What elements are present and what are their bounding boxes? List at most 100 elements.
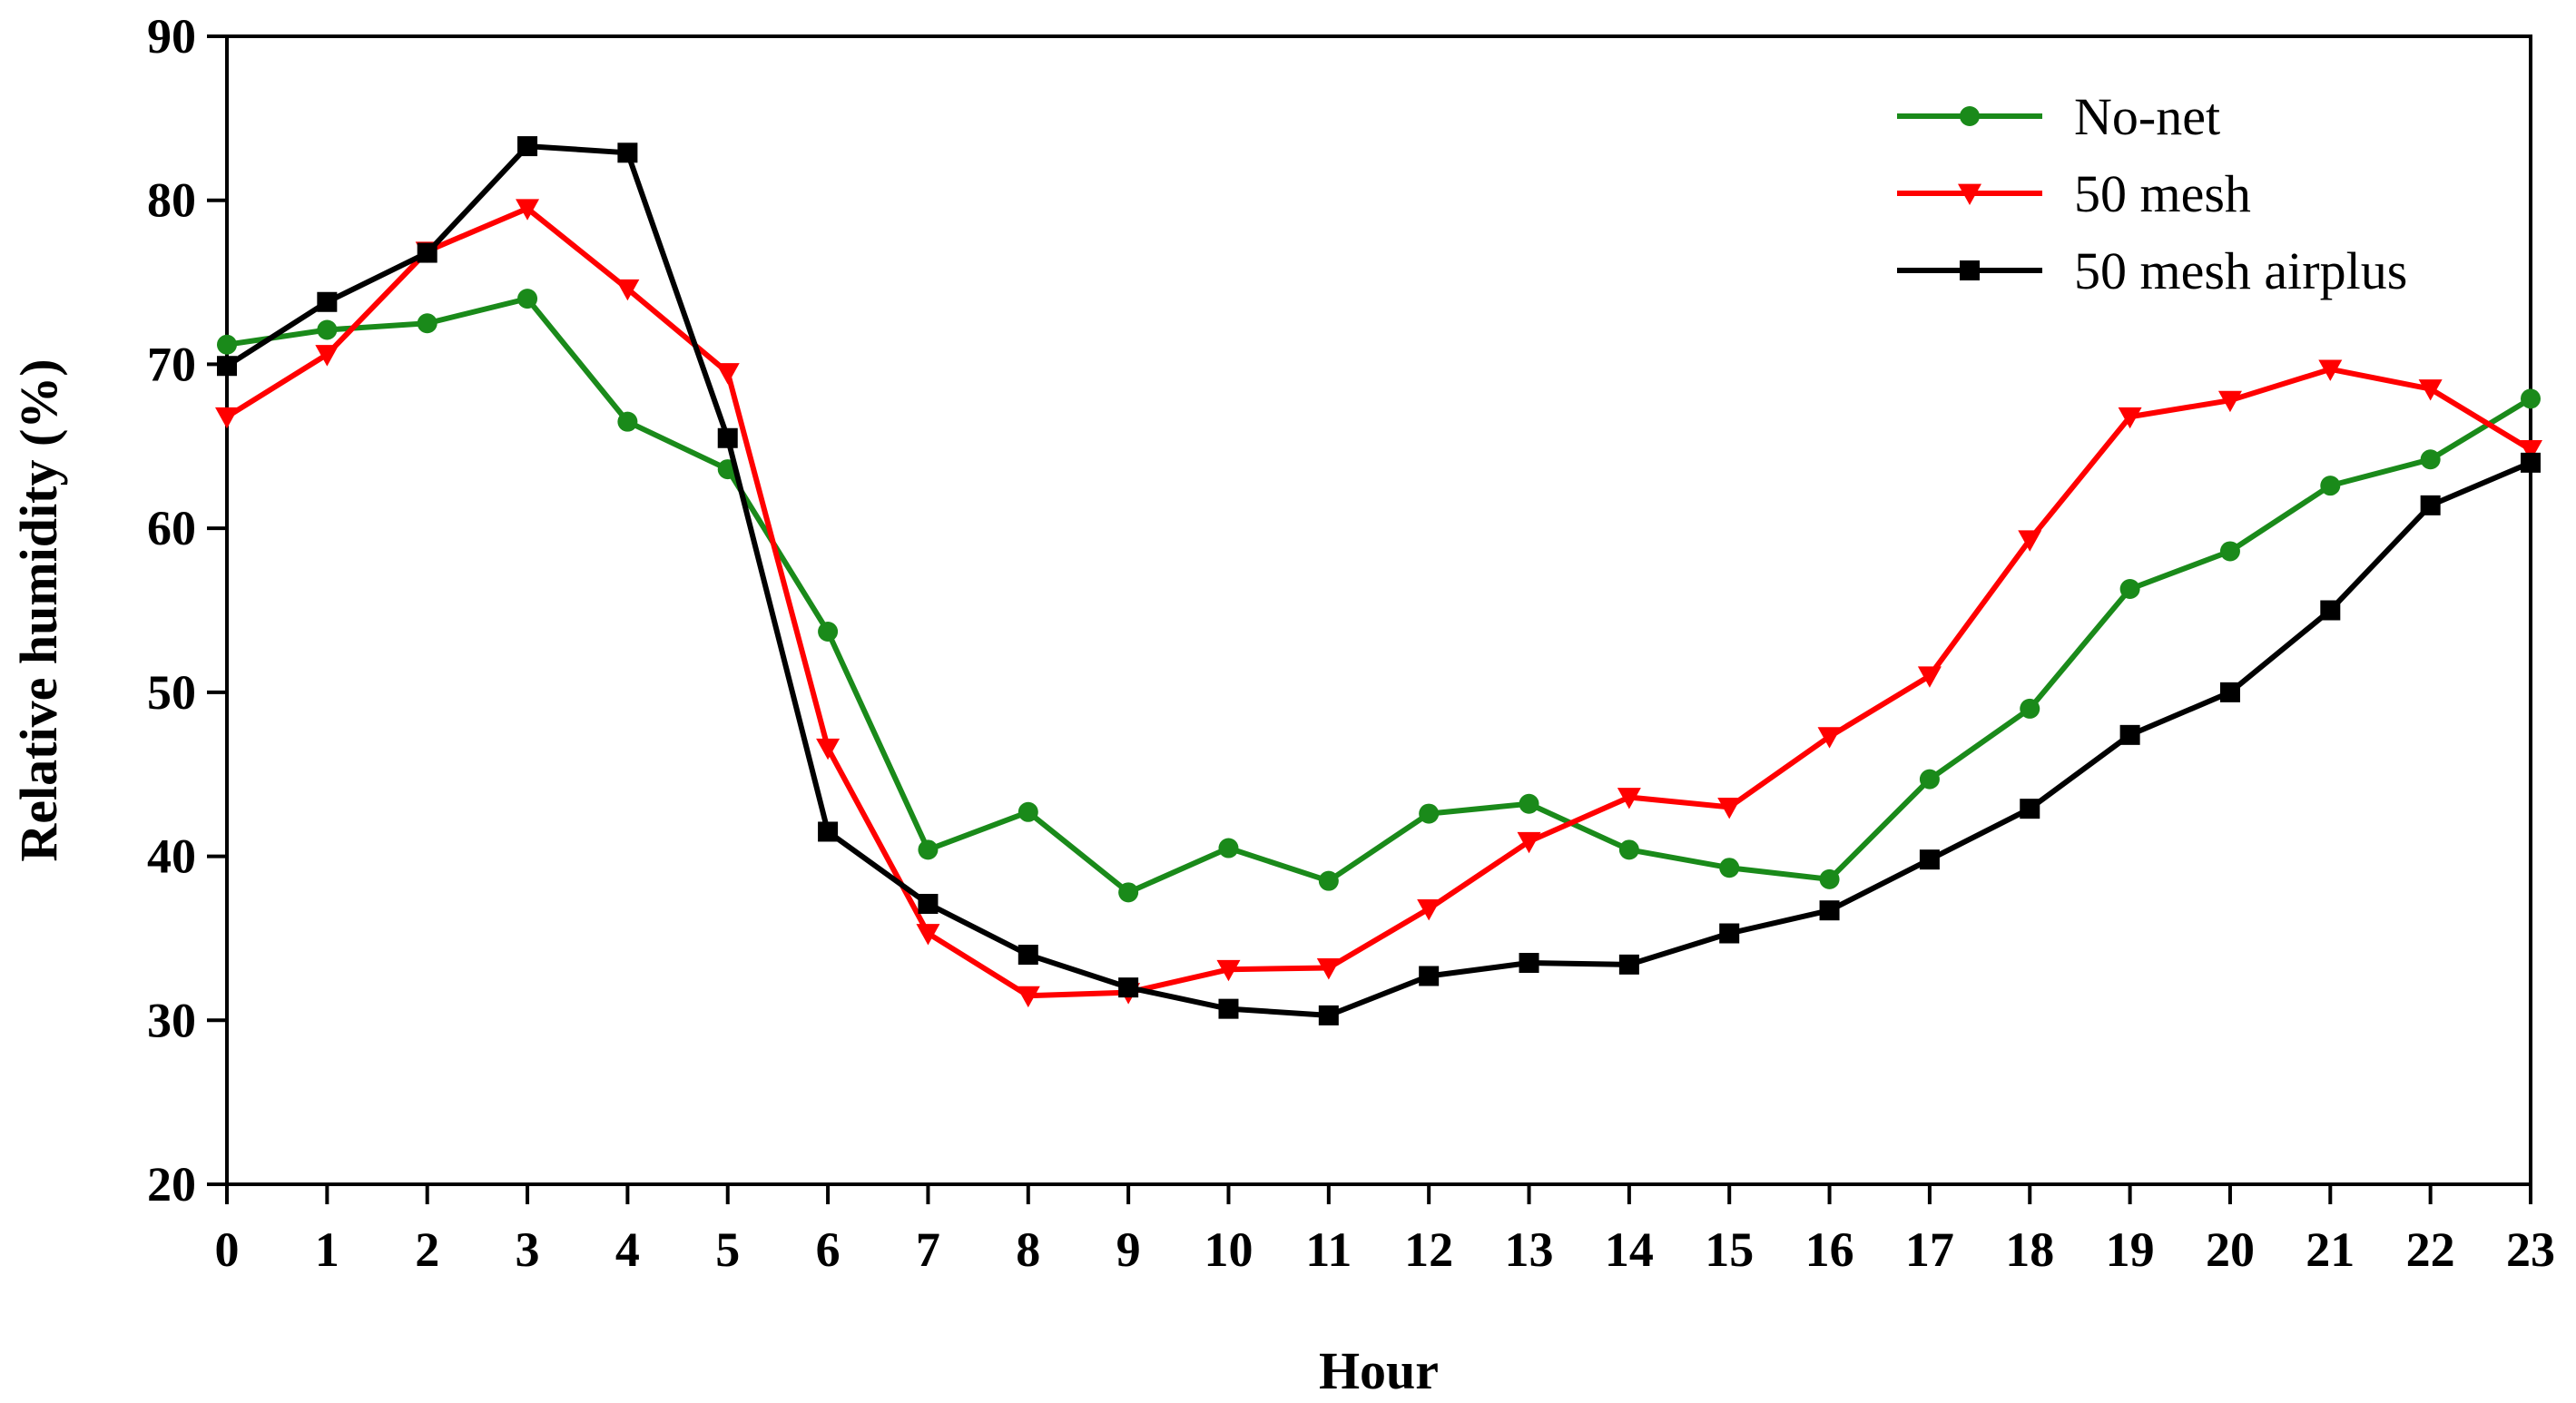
x-tick-label: 19 xyxy=(2106,1222,2155,1277)
y-axis-title: Relative humidity (%) xyxy=(9,358,68,861)
data-point xyxy=(617,142,638,163)
data-point xyxy=(1819,900,1840,921)
x-tick-label: 15 xyxy=(1705,1222,1754,1277)
data-point xyxy=(1819,868,1840,889)
data-point xyxy=(517,136,538,157)
data-point xyxy=(1519,793,1539,814)
data-point xyxy=(1519,953,1539,974)
data-point xyxy=(1618,839,1639,860)
data-point xyxy=(2521,388,2541,409)
data-point xyxy=(2020,799,2040,819)
x-tick-label: 17 xyxy=(1905,1222,1954,1277)
y-tick-label: 70 xyxy=(147,337,196,391)
data-point xyxy=(1016,986,1040,1008)
data-point xyxy=(2420,495,2441,515)
y-tick-label: 60 xyxy=(147,501,196,555)
data-point xyxy=(715,363,740,385)
data-point xyxy=(2318,359,2343,381)
data-point xyxy=(1118,882,1139,903)
x-tick-label: 6 xyxy=(816,1222,841,1277)
series-no-net xyxy=(217,289,2541,903)
legend: No-net 50 mesh 50 mesh airplus xyxy=(1897,87,2407,300)
data-point xyxy=(516,199,540,221)
data-point xyxy=(517,289,538,309)
data-point xyxy=(2320,600,2341,621)
x-tick-label: 4 xyxy=(615,1222,640,1277)
x-tick-label: 2 xyxy=(415,1222,439,1277)
data-point xyxy=(2217,390,2242,413)
data-point xyxy=(916,924,940,946)
data-point xyxy=(2018,530,2042,552)
x-axis-title: Hour xyxy=(1319,1341,1439,1400)
x-tick-label: 3 xyxy=(516,1222,540,1277)
series-50-mesh xyxy=(215,199,2542,1008)
legend-entry: No-net xyxy=(1897,87,2220,146)
legend-label: 50 mesh airplus xyxy=(2074,241,2407,300)
x-tick-label: 21 xyxy=(2306,1222,2355,1277)
data-point xyxy=(1419,803,1440,824)
data-point xyxy=(615,279,640,301)
x-tick-label: 7 xyxy=(916,1222,940,1277)
x-tick-label: 0 xyxy=(215,1222,240,1277)
legend-marker xyxy=(1958,183,1981,205)
data-point xyxy=(816,738,841,760)
data-point xyxy=(2219,682,2240,702)
y-tick-label: 80 xyxy=(147,173,196,228)
data-point xyxy=(217,356,237,377)
data-point xyxy=(2119,579,2140,600)
x-tick-label: 16 xyxy=(1805,1222,1854,1277)
y-tick-label: 20 xyxy=(147,1157,196,1212)
data-point xyxy=(2320,476,2341,496)
data-point xyxy=(1618,954,1639,975)
x-tick-label: 12 xyxy=(1404,1222,1453,1277)
plot-frame xyxy=(225,34,2532,1186)
x-tick-label: 23 xyxy=(2506,1222,2555,1277)
data-point xyxy=(1719,923,1740,944)
data-point xyxy=(717,427,738,448)
data-point xyxy=(2219,541,2240,562)
data-point xyxy=(1817,727,1842,749)
legend-marker xyxy=(1960,260,1980,280)
data-point xyxy=(918,839,939,860)
data-point xyxy=(2119,724,2140,745)
data-point xyxy=(215,407,239,429)
data-point xyxy=(2020,698,2040,719)
data-point xyxy=(417,313,438,334)
data-point xyxy=(1018,945,1038,965)
x-tick-label: 1 xyxy=(315,1222,339,1277)
data-point xyxy=(1917,666,1942,688)
series-line xyxy=(225,205,2532,999)
data-point xyxy=(1517,831,1541,854)
data-point xyxy=(1018,801,1038,822)
legend-marker xyxy=(1960,106,1980,126)
data-point xyxy=(1218,838,1239,858)
series-line xyxy=(226,296,2532,896)
x-tick-label: 8 xyxy=(1016,1222,1040,1277)
data-point xyxy=(1316,958,1341,980)
data-point xyxy=(1318,1005,1339,1025)
data-point xyxy=(2521,452,2541,473)
data-point xyxy=(315,345,339,367)
data-point xyxy=(1419,966,1440,986)
x-tick-label: 22 xyxy=(2406,1222,2455,1277)
y-tick-label: 90 xyxy=(147,9,196,64)
data-point xyxy=(1216,959,1241,982)
legend-entry: 50 mesh xyxy=(1897,164,2251,223)
data-point xyxy=(1717,797,1742,819)
data-point xyxy=(2118,407,2142,429)
data-point xyxy=(2420,449,2441,470)
x-tick-label: 9 xyxy=(1116,1222,1141,1277)
data-point xyxy=(1218,998,1239,1019)
y-tick-label: 40 xyxy=(147,829,196,884)
data-point xyxy=(1417,899,1441,921)
data-point xyxy=(818,821,839,842)
series-50-mesh-airplus xyxy=(217,136,2541,1025)
data-point xyxy=(317,291,338,312)
legend-label: No-net xyxy=(2074,87,2220,146)
data-point xyxy=(1919,849,1940,870)
x-tick-label: 20 xyxy=(2206,1222,2255,1277)
legend-entry: 50 mesh airplus xyxy=(1897,241,2407,300)
